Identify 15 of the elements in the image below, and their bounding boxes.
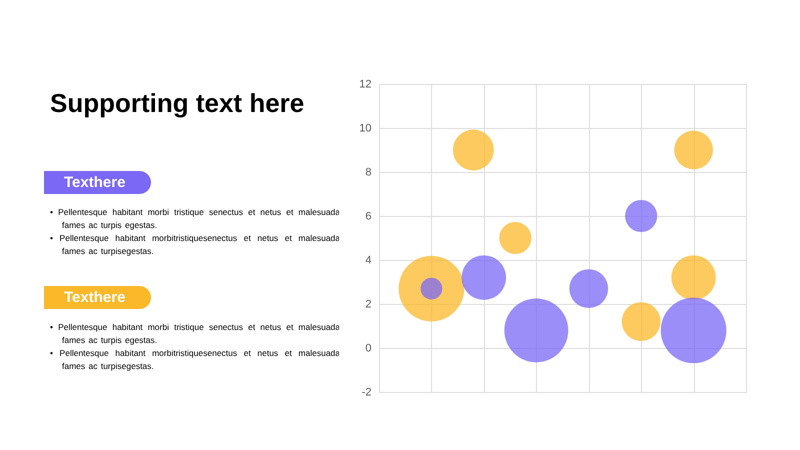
text: Texthere [44,171,152,194]
y-tick-label: 12 [359,78,372,90]
y-tick-label: 10 [359,122,372,134]
y-tick-label: -2 [362,386,372,398]
text: • Pellentesque habitant morbitristiquesenectus et netus et malesuada fames ac turpisegestas. [50,347,340,373]
text: • Pellentesque habitant morbi tristique senectus et netus et malesuada fames ac turpis egestas. [50,321,340,347]
text: Texthere [44,286,152,309]
y-tick-label: 2 [365,298,372,310]
y-tick-label: 8 [365,166,372,178]
text: • Pellentesque habitant morbitristiquesenectus et netus et malesuada fames ac turpisegestas. [50,232,340,258]
y-tick-label: 6 [365,210,372,222]
text: Supporting text here [50,88,306,119]
text: • Pellentesque habitant morbi tristique senectus et netus et malesuada fames ac turpis egestas. [50,206,340,232]
y-tick-label: 4 [365,254,372,266]
y-tick-label: 0 [365,342,372,354]
